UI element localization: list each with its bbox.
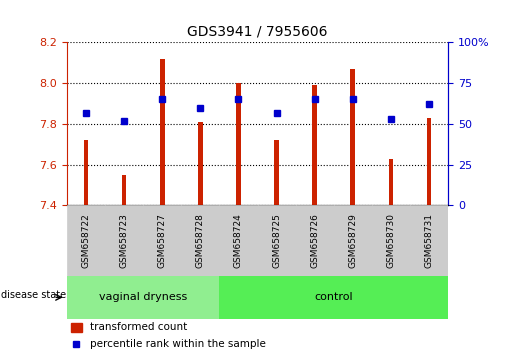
Bar bbox=[219, 205, 258, 276]
Text: GSM658724: GSM658724 bbox=[234, 213, 243, 268]
Text: GSM658728: GSM658728 bbox=[196, 213, 205, 268]
Bar bbox=[198, 122, 202, 205]
Text: GSM658730: GSM658730 bbox=[386, 213, 396, 268]
Bar bbox=[372, 205, 410, 276]
Text: GSM658725: GSM658725 bbox=[272, 213, 281, 268]
Text: control: control bbox=[314, 292, 353, 302]
Bar bbox=[258, 205, 296, 276]
Bar bbox=[181, 205, 219, 276]
Text: percentile rank within the sample: percentile rank within the sample bbox=[90, 339, 266, 349]
Bar bbox=[105, 205, 143, 276]
Bar bbox=[274, 140, 279, 205]
Bar bbox=[410, 205, 448, 276]
Text: GSM658726: GSM658726 bbox=[310, 213, 319, 268]
Text: transformed count: transformed count bbox=[90, 322, 187, 332]
Bar bbox=[351, 69, 355, 205]
Text: GSM658727: GSM658727 bbox=[158, 213, 167, 268]
Bar bbox=[334, 205, 372, 276]
Text: vaginal dryness: vaginal dryness bbox=[99, 292, 187, 302]
Bar bbox=[71, 323, 82, 332]
Bar bbox=[313, 85, 317, 205]
Bar bbox=[84, 140, 88, 205]
Text: disease state: disease state bbox=[2, 290, 66, 300]
Bar bbox=[143, 205, 181, 276]
Bar bbox=[236, 83, 241, 205]
Bar bbox=[67, 276, 219, 319]
Bar bbox=[389, 159, 393, 205]
Bar bbox=[122, 175, 126, 205]
Bar bbox=[296, 205, 334, 276]
Title: GDS3941 / 7955606: GDS3941 / 7955606 bbox=[187, 24, 328, 39]
Bar bbox=[219, 276, 448, 319]
Text: GSM658731: GSM658731 bbox=[424, 213, 434, 268]
Text: GSM658723: GSM658723 bbox=[119, 213, 129, 268]
Bar bbox=[67, 205, 105, 276]
Text: GSM658729: GSM658729 bbox=[348, 213, 357, 268]
Bar bbox=[160, 59, 164, 205]
Bar bbox=[427, 118, 431, 205]
Text: GSM658722: GSM658722 bbox=[81, 213, 91, 268]
